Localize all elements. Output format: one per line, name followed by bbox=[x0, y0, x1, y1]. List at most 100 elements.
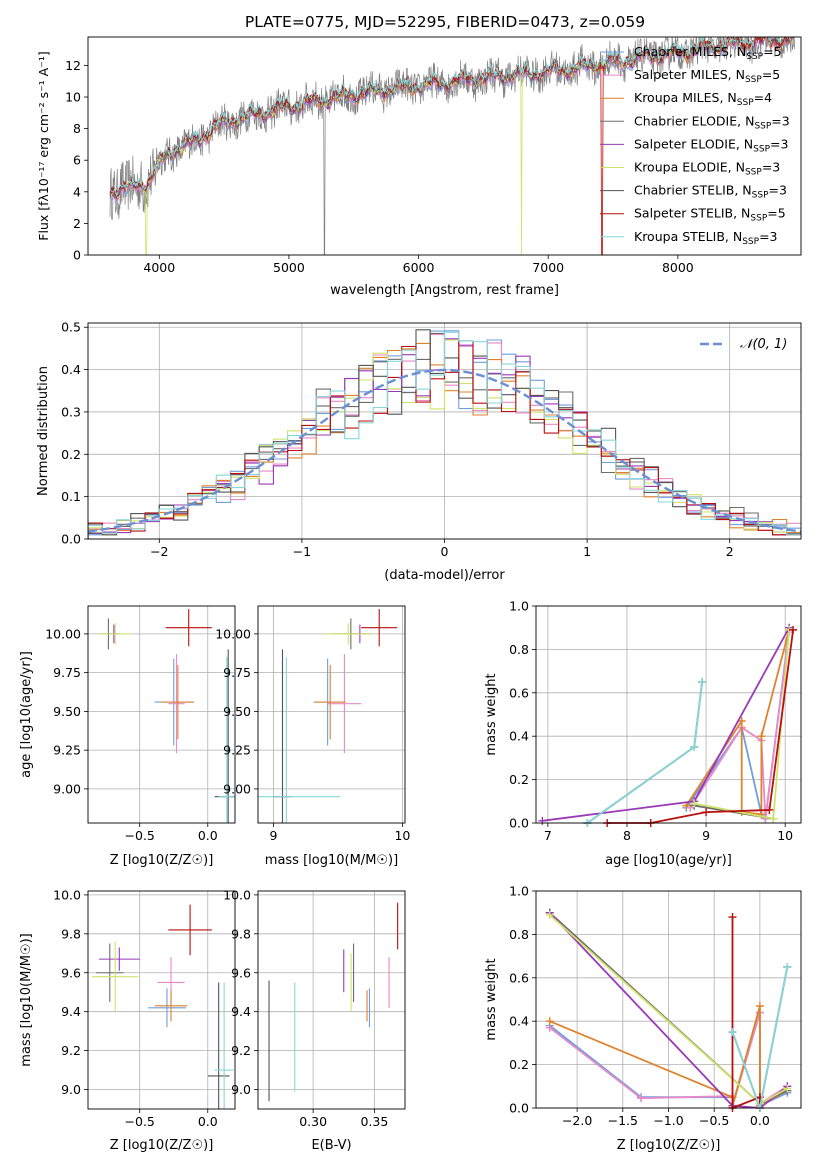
x-tick-label: 4000 bbox=[143, 260, 175, 275]
y-tick-label: 9.00 bbox=[53, 781, 81, 796]
weight-marker-kroupa_stelib bbox=[698, 677, 707, 686]
y-tick-label: 9.00 bbox=[223, 781, 251, 796]
weight-marker-kroupa_miles bbox=[545, 1017, 554, 1026]
weight-marker-kroupa_stelib bbox=[783, 962, 792, 971]
spectrum-lines bbox=[109, 37, 795, 255]
axes-border bbox=[535, 890, 802, 1109]
weight-lines bbox=[538, 623, 798, 827]
x-tick-label: −1.5 bbox=[608, 1113, 638, 1128]
weight-line-salpeter_elodie bbox=[542, 627, 790, 822]
weight-marker-kroupa_miles bbox=[755, 1002, 764, 1011]
y-tick-label: 10.00 bbox=[215, 626, 251, 641]
x-tick-label: 0 bbox=[441, 544, 449, 559]
weight-lines bbox=[545, 908, 792, 1112]
x-axis-label: mass [log10(M/M☉)] bbox=[265, 853, 398, 868]
y-tick-label: 6 bbox=[73, 153, 81, 168]
x-axis-label: (data-model)/error bbox=[384, 568, 505, 583]
axes-age_vs_mass: 9 10 9.00 9.25 9.50 9.75 10.00 mass [log10(M/M☉… bbox=[215, 605, 410, 868]
axes-weight_vs_age: 7 8 9 10 0.0 0.2 0.4 0.6 0.8 1.0 age [log10(age/yr… bbox=[484, 599, 802, 868]
weight-line-salpeter_stelib bbox=[731, 917, 761, 1110]
y-tick-label: 10.0 bbox=[223, 887, 251, 902]
y-tick-label: 9.6 bbox=[231, 965, 251, 980]
normal-curve bbox=[88, 368, 801, 533]
y-tick-label: 9.50 bbox=[53, 704, 81, 719]
y-tick-label: 0.2 bbox=[509, 1057, 529, 1072]
x-tick-label: −0.5 bbox=[125, 828, 155, 843]
axes-residuals: −2 −1 0 1 2 0.0 0.1 0.2 0.3 0.4 0.5 (data-model)/er… bbox=[36, 320, 802, 583]
errorbars bbox=[92, 904, 234, 1109]
x-tick-label: −0.5 bbox=[699, 1113, 729, 1128]
spectrum-legend: Chabrier MILES, NSSP=5 Salpeter MILES, NS… bbox=[600, 44, 790, 247]
y-tick-label: 0.3 bbox=[61, 404, 81, 419]
y-tick-label: 10.00 bbox=[45, 626, 81, 641]
x-tick-label: −2 bbox=[150, 544, 168, 559]
y-tick-label: 0.6 bbox=[509, 685, 529, 700]
y-tick-label: 0.0 bbox=[509, 1101, 529, 1116]
y-tick-label: 9.0 bbox=[231, 1082, 251, 1097]
x-axis-label: Z [log10(Z/Z☉)] bbox=[110, 1138, 214, 1153]
legend-label-salpeter_stelib: Salpeter STELIB, NSSP=5 bbox=[634, 206, 786, 224]
y-tick-label: 0.1 bbox=[61, 489, 81, 504]
x-tick-label: 0.0 bbox=[198, 1114, 218, 1129]
x-axis-label: Z [log10(Z/Z☉)] bbox=[617, 1138, 721, 1153]
histogram-kroupa_stelib bbox=[88, 331, 801, 539]
x-axis-label: Z [log10(Z/Z☉)] bbox=[110, 853, 214, 868]
weight-marker-kroupa_stelib bbox=[690, 743, 699, 752]
x-tick-label: 0.35 bbox=[360, 1114, 388, 1129]
y-tick-label: 9.75 bbox=[223, 665, 251, 680]
weight-marker-salpeter_stelib bbox=[789, 625, 798, 634]
y-tick-label: 0.4 bbox=[509, 729, 529, 744]
weight-marker-salpeter_stelib bbox=[728, 913, 737, 922]
x-tick-label: 8 bbox=[623, 828, 631, 843]
axes-border bbox=[87, 322, 802, 540]
weight-marker-kroupa_elodie bbox=[783, 1084, 792, 1093]
spectrum-title: PLATE=0775, MJD=52295, FIBERID=0473, z=0… bbox=[245, 13, 645, 31]
y-tick-label: 10 bbox=[65, 90, 81, 105]
weight-marker-kroupa_miles bbox=[757, 732, 766, 741]
x-axis-label: E(B-V) bbox=[311, 1138, 351, 1153]
legend-label-kroupa_stelib: Kroupa STELIB, NSSP=3 bbox=[634, 229, 778, 247]
x-tick-label: 1 bbox=[583, 544, 591, 559]
legend-label-chabrier_elodie: Chabrier ELODIE, NSSP=3 bbox=[634, 113, 790, 131]
x-tick-label: 10 bbox=[777, 828, 793, 843]
y-axis-label: mass weight bbox=[484, 958, 499, 1040]
legend-label-normal: 𝒩(0, 1) bbox=[740, 337, 787, 352]
y-tick-label: 1.0 bbox=[509, 884, 529, 899]
y-tick-label: 9.2 bbox=[231, 1043, 251, 1058]
y-tick-label: 4 bbox=[73, 184, 81, 199]
x-tick-label: 10 bbox=[394, 828, 410, 843]
x-tick-label: 7 bbox=[544, 828, 552, 843]
axes-border bbox=[87, 605, 236, 824]
y-tick-label: 9.6 bbox=[61, 965, 81, 980]
x-tick-label: 9 bbox=[702, 828, 710, 843]
weight-marker-kroupa_stelib bbox=[728, 1028, 737, 1037]
x-tick-label: 0.0 bbox=[750, 1113, 770, 1128]
x-tick-label: 6000 bbox=[403, 260, 435, 275]
x-tick-label: 8000 bbox=[662, 260, 694, 275]
legend-label-salpeter_elodie: Salpeter ELODIE, NSSP=3 bbox=[634, 136, 788, 154]
y-tick-label: 9.25 bbox=[223, 743, 251, 758]
y-tick-label: 9.8 bbox=[61, 926, 81, 941]
y-tick-label: 8 bbox=[73, 121, 81, 136]
x-tick-label: 5000 bbox=[273, 260, 305, 275]
y-tick-label: 9.4 bbox=[231, 1004, 251, 1019]
weight-marker-salpeter_miles bbox=[637, 1094, 646, 1103]
histograms bbox=[88, 329, 801, 539]
legend-label-chabrier_miles: Chabrier MILES, NSSP=5 bbox=[634, 44, 782, 62]
x-tick-label: 9 bbox=[269, 828, 277, 843]
x-tick-label: 0.30 bbox=[299, 1114, 327, 1129]
y-tick-label: 0 bbox=[73, 248, 81, 263]
y-tick-label: 0.4 bbox=[61, 362, 81, 377]
y-tick-label: 9.50 bbox=[223, 704, 251, 719]
y-tick-label: 9.2 bbox=[61, 1043, 81, 1058]
y-axis-label: Normed distribution bbox=[36, 366, 51, 496]
y-tick-label: 0.0 bbox=[509, 816, 529, 831]
axes-border bbox=[535, 605, 802, 824]
y-tick-label: 0.8 bbox=[509, 927, 529, 942]
y-axis-label: mass [log10(M/M☉)] bbox=[19, 933, 34, 1066]
y-tick-label: 9.8 bbox=[231, 926, 251, 941]
model-spectrum-kroupa_stelib bbox=[109, 37, 791, 197]
weight-line-salpeter_elodie bbox=[549, 912, 788, 1109]
legend-label-kroupa_miles: Kroupa MILES, NSSP=4 bbox=[634, 90, 772, 108]
model-spectrum-salpeter_stelib bbox=[109, 37, 790, 255]
